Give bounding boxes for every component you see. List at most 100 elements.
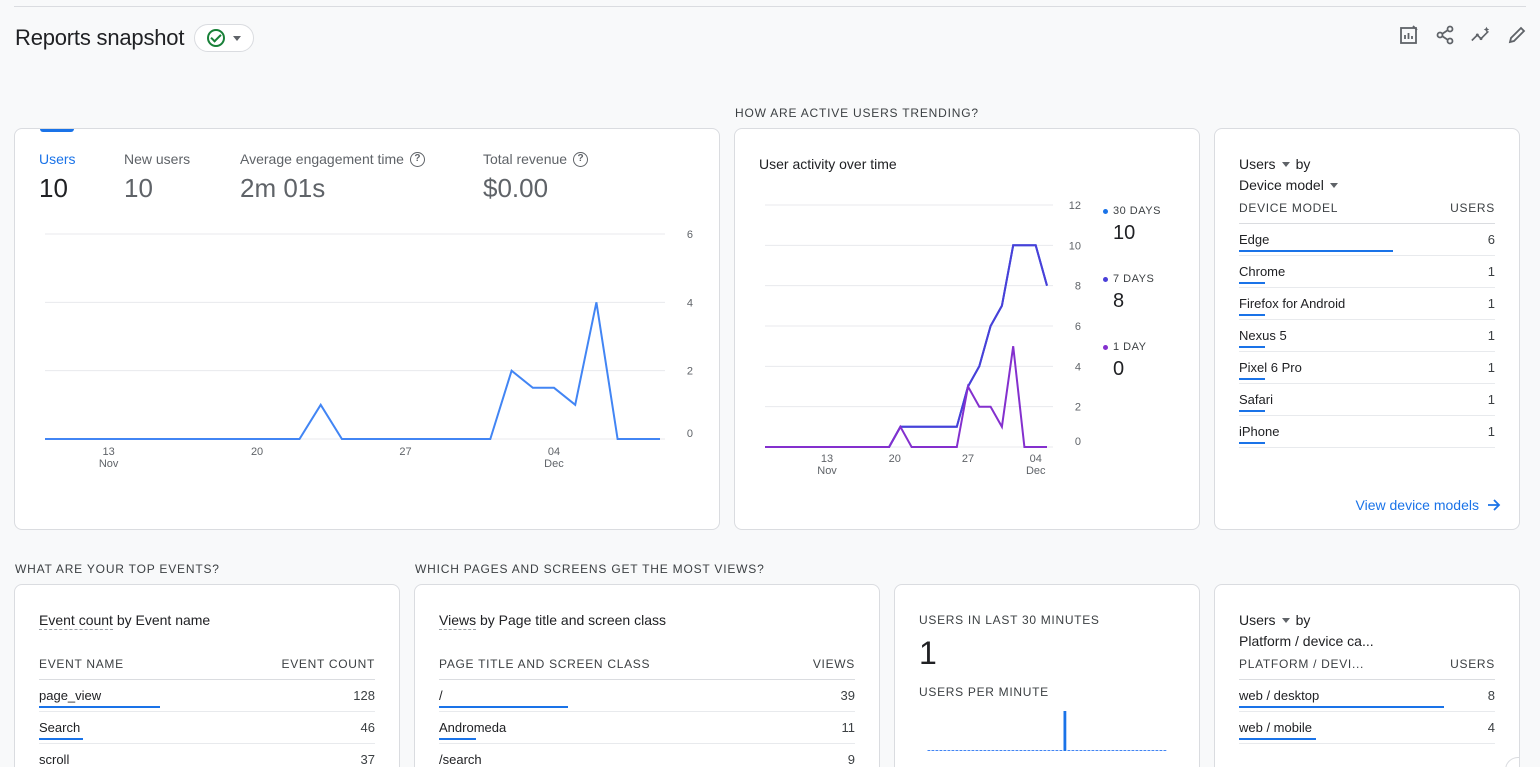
table-row[interactable]: scroll 37 <box>39 744 375 767</box>
minute-bar <box>1059 750 1063 751</box>
minute-bar <box>1119 750 1123 751</box>
table-row[interactable]: Search 46 <box>39 712 375 744</box>
x-tick-label: 27 <box>962 453 974 465</box>
minute-bar <box>987 750 991 751</box>
legend-value: 10 <box>1113 222 1136 244</box>
table-row[interactable]: web / desktop 8 <box>1239 680 1495 712</box>
minute-bar <box>1055 750 1059 751</box>
column-header: PAGE TITLE AND SCREEN CLASS <box>439 656 651 671</box>
minute-bar <box>943 750 947 751</box>
minute-bar <box>1035 750 1039 751</box>
per-minute-label: USERS PER MINUTE <box>919 685 1049 699</box>
y-tick-label: 10 <box>1069 240 1081 252</box>
minute-bar <box>975 750 979 751</box>
minute-bar <box>967 750 971 751</box>
minute-bar <box>1031 750 1035 751</box>
metric-tab-new-users[interactable]: New users 10 <box>124 151 190 204</box>
minute-bar <box>1135 750 1139 751</box>
row-value: 1 <box>1487 328 1495 343</box>
minute-bar <box>927 750 931 751</box>
row-label: Pixel 6 Pro <box>1239 360 1302 375</box>
table-row[interactable]: iPhone 1 <box>1239 416 1495 448</box>
table-row[interactable]: Pixel 6 Pro 1 <box>1239 352 1495 384</box>
table-row[interactable]: web / mobile 4 <box>1239 712 1495 744</box>
row-label: Edge <box>1239 232 1270 247</box>
column-header: PLATFORM / DEVI... <box>1239 656 1365 671</box>
edit-icon[interactable] <box>1506 22 1528 48</box>
legend-value: 0 <box>1113 358 1125 380</box>
metric-select[interactable]: Users <box>1239 156 1276 172</box>
y-tick-label: 8 <box>1075 281 1081 293</box>
table-row[interactable]: Chrome 1 <box>1239 256 1495 288</box>
legend-1-day: 1 DAY 0 <box>1103 341 1146 381</box>
minute-bar <box>1087 750 1091 751</box>
scroll-button[interactable] <box>1505 757 1519 767</box>
column-header: VIEWS <box>812 656 855 671</box>
metric-tab-total-revenue[interactable]: Total revenue? $0.00 <box>483 151 589 204</box>
table-row[interactable]: Andromeda 11 <box>439 712 855 744</box>
row-label: web / desktop <box>1239 688 1320 703</box>
dimension-select[interactable]: Platform / device ca... <box>1239 633 1374 649</box>
help-icon[interactable]: ? <box>409 151 425 167</box>
table-row[interactable]: Nexus 5 1 <box>1239 320 1495 352</box>
row-bar <box>1239 314 1265 316</box>
legend-dot <box>1103 276 1108 282</box>
realtime-card: USERS IN LAST 30 MINUTES 1 USERS PER MIN… <box>894 584 1200 767</box>
users-by-platform-card: Users by Platform / device ca... PLATFORM… <box>1214 584 1520 767</box>
metric-title[interactable]: Views <box>439 612 477 630</box>
table-row[interactable]: Firefox for Android 1 <box>1239 288 1495 320</box>
page-header: Reports snapshot <box>15 24 255 52</box>
insights-icon[interactable] <box>1470 22 1492 48</box>
activity-series-line <box>765 244 1048 448</box>
minute-bar <box>1147 750 1151 751</box>
row-bar <box>1239 442 1265 444</box>
row-label: scroll <box>39 752 70 767</box>
row-value: 46 <box>360 720 375 735</box>
platform-table: PLATFORM / DEVI... USERS web / desktop 8 we… <box>1239 648 1495 744</box>
customize-report-icon[interactable] <box>1398 22 1420 48</box>
link-label: View device models <box>1355 497 1479 513</box>
metric-select[interactable]: Users <box>1239 612 1276 628</box>
minute-bar <box>1095 750 1099 751</box>
legend-value: 8 <box>1113 290 1125 312</box>
table-row[interactable]: Edge 6 <box>1239 224 1495 256</box>
caret-down-icon[interactable] <box>1281 161 1290 167</box>
table-row[interactable]: /search 9 <box>439 744 855 767</box>
users-series-line <box>45 302 660 440</box>
row-label: Safari <box>1239 392 1273 407</box>
row-value: 6 <box>1487 232 1495 247</box>
x-tick-label: 27 <box>399 446 411 458</box>
x-tick-label: 04 <box>548 446 560 458</box>
row-value: 128 <box>353 688 375 703</box>
row-label: page_view <box>39 688 102 703</box>
minute-bar <box>991 750 995 751</box>
table-row[interactable]: page_view 128 <box>39 680 375 712</box>
status-dropdown[interactable] <box>194 24 255 52</box>
minute-bar <box>1103 750 1107 751</box>
x-tick-label: 20 <box>251 446 263 458</box>
by-label: by <box>1295 612 1311 628</box>
minute-bar <box>931 750 935 751</box>
realtime-value: 1 <box>919 635 937 671</box>
help-icon[interactable]: ? <box>573 151 589 167</box>
row-value: 1 <box>1487 424 1495 439</box>
minute-bar <box>1143 750 1147 751</box>
users-by-device-card: Users by Device model DEVICE MODEL USERS E… <box>1214 128 1520 530</box>
dimension-select[interactable]: Device model <box>1239 177 1324 193</box>
caret-down-icon <box>233 35 242 41</box>
y-tick-label: 12 <box>1069 200 1081 212</box>
legend-label: 30 DAYS <box>1113 205 1161 217</box>
caret-down-icon[interactable] <box>1329 182 1338 188</box>
metric-tab-engagement-time[interactable]: Average engagement time? 2m 01s <box>240 151 425 204</box>
metric-title[interactable]: Event count <box>39 612 113 630</box>
minute-bar <box>1127 750 1131 751</box>
table-row[interactable]: / 39 <box>439 680 855 712</box>
share-icon[interactable] <box>1434 22 1456 48</box>
caret-down-icon[interactable] <box>1281 617 1290 623</box>
row-label: /search <box>439 752 482 767</box>
card-title: Views by Page title and screen class <box>439 612 666 630</box>
view-device-models-link[interactable]: View device models <box>1356 497 1501 513</box>
table-row[interactable]: Safari 1 <box>1239 384 1495 416</box>
metric-tab-users[interactable]: Users 10 <box>39 151 76 204</box>
